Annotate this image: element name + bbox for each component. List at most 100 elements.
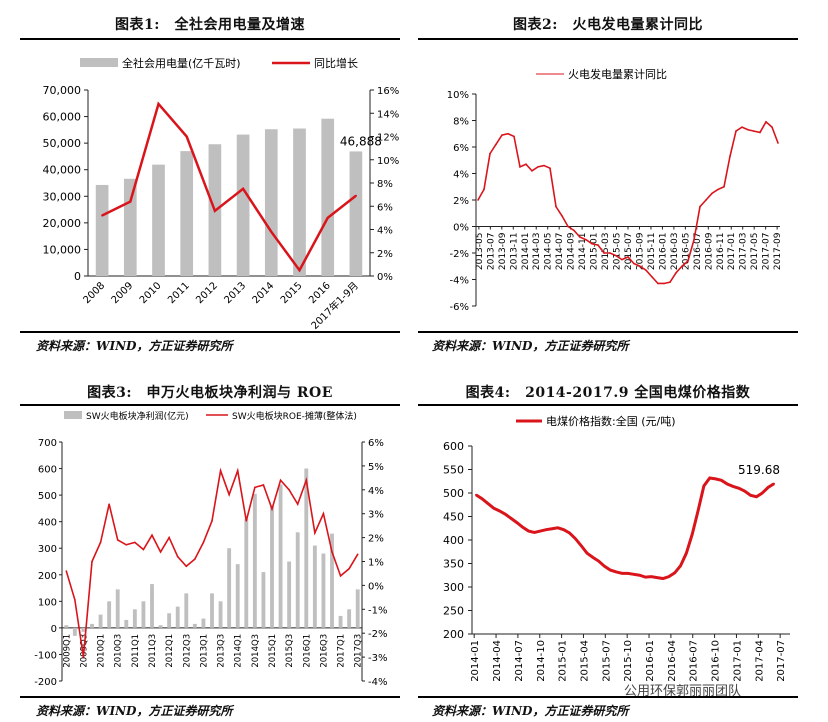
data-label-last: 519.68 <box>738 463 780 477</box>
left-tick-label: 60,000 <box>43 111 82 124</box>
thermal-yoy-point <box>711 192 713 195</box>
y-tick-label: -6% <box>450 302 469 313</box>
y-tick-label: 450 <box>443 511 464 524</box>
bar-2013Q4 <box>227 548 232 628</box>
coal-price-point <box>737 487 740 490</box>
bar-2010 <box>152 164 165 276</box>
coal-price-point <box>667 575 670 578</box>
thermal-yoy-point <box>567 225 569 228</box>
x-tick-label: 2016-05 <box>681 233 691 271</box>
x-tick-label: 2016-09 <box>704 232 714 270</box>
coal-price-point <box>638 574 641 577</box>
thermal-yoy-point <box>477 199 479 201</box>
x-tick-label: 2014-07 <box>555 233 565 271</box>
coal-price-point <box>615 570 618 573</box>
legend-bar-label: SW火电板块净利润(亿元) <box>86 410 189 422</box>
right-tick-label: 8% <box>377 179 393 190</box>
coal-price-point <box>527 530 530 533</box>
coal-price-point <box>661 577 664 580</box>
x-tick-label: 2010 <box>138 280 164 306</box>
coal-price-point <box>632 573 635 576</box>
coal-price-point <box>521 526 524 529</box>
left-tick-label: 40,000 <box>43 164 82 177</box>
x-tick-label: 2013 <box>222 280 248 306</box>
chart3-title-rule <box>20 404 400 406</box>
coal-price-point <box>743 490 746 493</box>
y-tick-label: 600 <box>443 440 464 453</box>
coal-price-point <box>708 476 711 479</box>
y-tick-label: 0% <box>453 223 469 234</box>
chart1-svg: 全社会用电量(亿千瓦时) 同比增长 0 10,000 20,000 30,000 40,00… <box>43 56 400 332</box>
x-tick-label: 2014-07 <box>514 640 525 682</box>
x-tick-label: 2015-11 <box>647 233 657 271</box>
bar-2009Q4 <box>90 623 94 628</box>
left-tick-label: 400 <box>38 518 57 529</box>
roe-point <box>211 520 213 522</box>
coal-price-point <box>545 528 548 531</box>
left-tick-label: 200 <box>38 571 57 582</box>
x-tick-label: 2014-03 <box>532 233 542 271</box>
x-tick-label: 2017-01 <box>732 640 743 682</box>
thermal-yoy-point <box>525 163 527 166</box>
coal-price-point <box>761 492 764 494</box>
thermal-yoy-point <box>633 262 635 265</box>
y-tick-label: 200 <box>443 628 464 641</box>
x-tick-label: 2014-10 <box>536 640 547 682</box>
thermal-yoy-point <box>693 238 695 241</box>
x-tick-label: 2015-01 <box>590 233 600 271</box>
x-tick-label: 2015Q1 <box>268 634 278 668</box>
thermal-yoy-point <box>669 281 671 283</box>
x-tick-label: 2017-05 <box>750 233 760 271</box>
bar-2015Q3 <box>287 561 292 628</box>
coal-price-point <box>749 494 752 497</box>
coal-price-point <box>726 483 729 486</box>
bar-2017年1-9月 <box>349 151 363 276</box>
coal-price-point <box>492 507 495 510</box>
right-tick-label: 14% <box>377 109 399 120</box>
bar-2009Q3 <box>81 627 86 632</box>
bar-2010Q3 <box>115 589 120 628</box>
right-tick-label: 4% <box>368 486 384 497</box>
chart2-title-rule <box>418 38 798 40</box>
bar-2011 <box>180 151 194 276</box>
thermal-yoy-point <box>501 134 503 136</box>
left-tick-label: 30,000 <box>43 190 82 203</box>
roe-point <box>245 520 248 522</box>
chart2-title: 图表2: 火电发电量累计同比 <box>513 17 703 33</box>
x-tick-label: 2014Q3 <box>251 634 261 668</box>
x-tick-label: 2013Q3 <box>217 634 227 668</box>
chart3-source: 资料来源：WIND，方正证券研究所 <box>36 704 233 718</box>
bar-2010Q2 <box>107 601 112 628</box>
thermal-yoy-point <box>495 143 497 146</box>
coal-price-point <box>591 556 594 559</box>
x-tick-label: 2017-01 <box>727 233 737 271</box>
x-tick-label: 2016 <box>307 280 333 306</box>
bar-2016Q2 <box>312 545 317 628</box>
coal-price-point <box>679 564 682 567</box>
bar-2015Q2 <box>278 484 283 628</box>
coal-price-point <box>650 575 653 578</box>
coal-price-point <box>562 528 565 531</box>
roe-point <box>168 536 170 539</box>
x-tick-label: 2017-07 <box>776 640 787 682</box>
thermal-yoy-point <box>549 167 551 169</box>
roe-point <box>339 575 342 577</box>
bar-2016 <box>321 118 335 276</box>
thermal-yoy-point <box>777 142 779 144</box>
y-tick-label: -2% <box>450 249 469 260</box>
bar-2011Q1 <box>132 609 137 628</box>
left-tick-label: -100 <box>34 650 57 661</box>
x-tick-label: 2011 <box>166 280 192 306</box>
chart4-title: 图表4: 2014-2017.9 全国电煤价格指数 <box>465 385 751 401</box>
roe-point <box>305 479 308 482</box>
coal-price-point <box>626 572 629 575</box>
coal-price-point <box>673 571 676 574</box>
thermal-yoy-point <box>717 188 719 191</box>
roe-point <box>82 656 85 658</box>
thermal-yoy-point <box>657 282 659 285</box>
coal-price-point <box>574 537 577 540</box>
left-tick-label: 0 <box>74 270 81 283</box>
thermal-yoy-point <box>573 229 575 232</box>
x-tick-label: 2013-09 <box>498 232 508 270</box>
right-tick-label: 1% <box>368 558 384 569</box>
